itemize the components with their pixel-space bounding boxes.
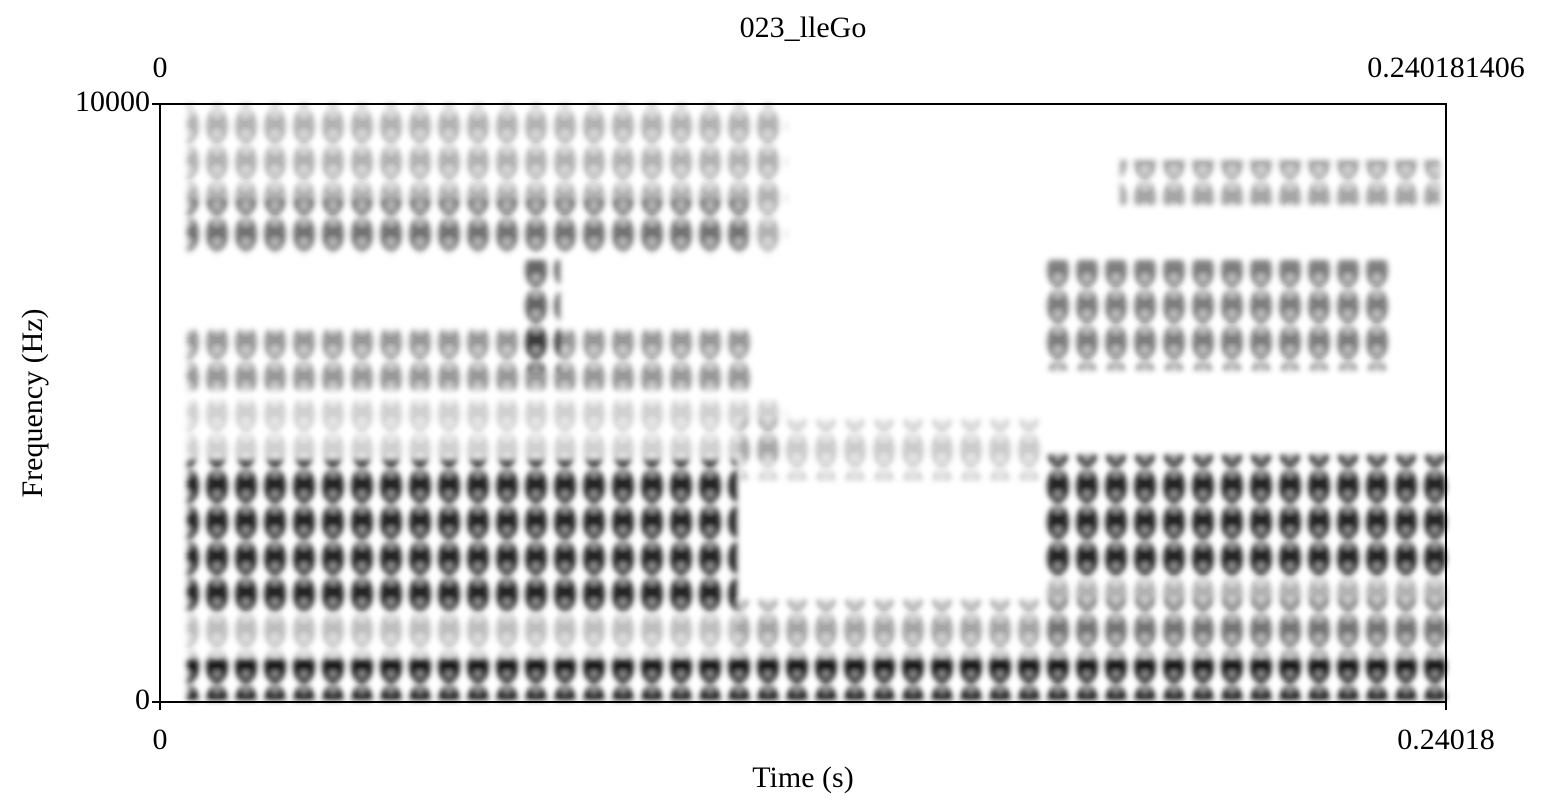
y-axis-label: Frequency (Hz) bbox=[16, 308, 49, 497]
x-tick-label: 0 bbox=[153, 723, 168, 756]
y-tick-label: 10000 bbox=[75, 85, 150, 118]
plot-frame bbox=[159, 103, 1447, 703]
x-limit-label: 0 bbox=[153, 51, 168, 84]
y-tick-label: 0 bbox=[135, 683, 150, 716]
spectrogram-image bbox=[187, 104, 1447, 700]
x-tick-label: 0.24018 bbox=[1397, 723, 1495, 756]
chart-title: 023_lleGo bbox=[740, 11, 867, 44]
x-limit-label: 0.240181406 bbox=[1367, 51, 1525, 84]
x-axis-label: Time (s) bbox=[752, 761, 853, 794]
